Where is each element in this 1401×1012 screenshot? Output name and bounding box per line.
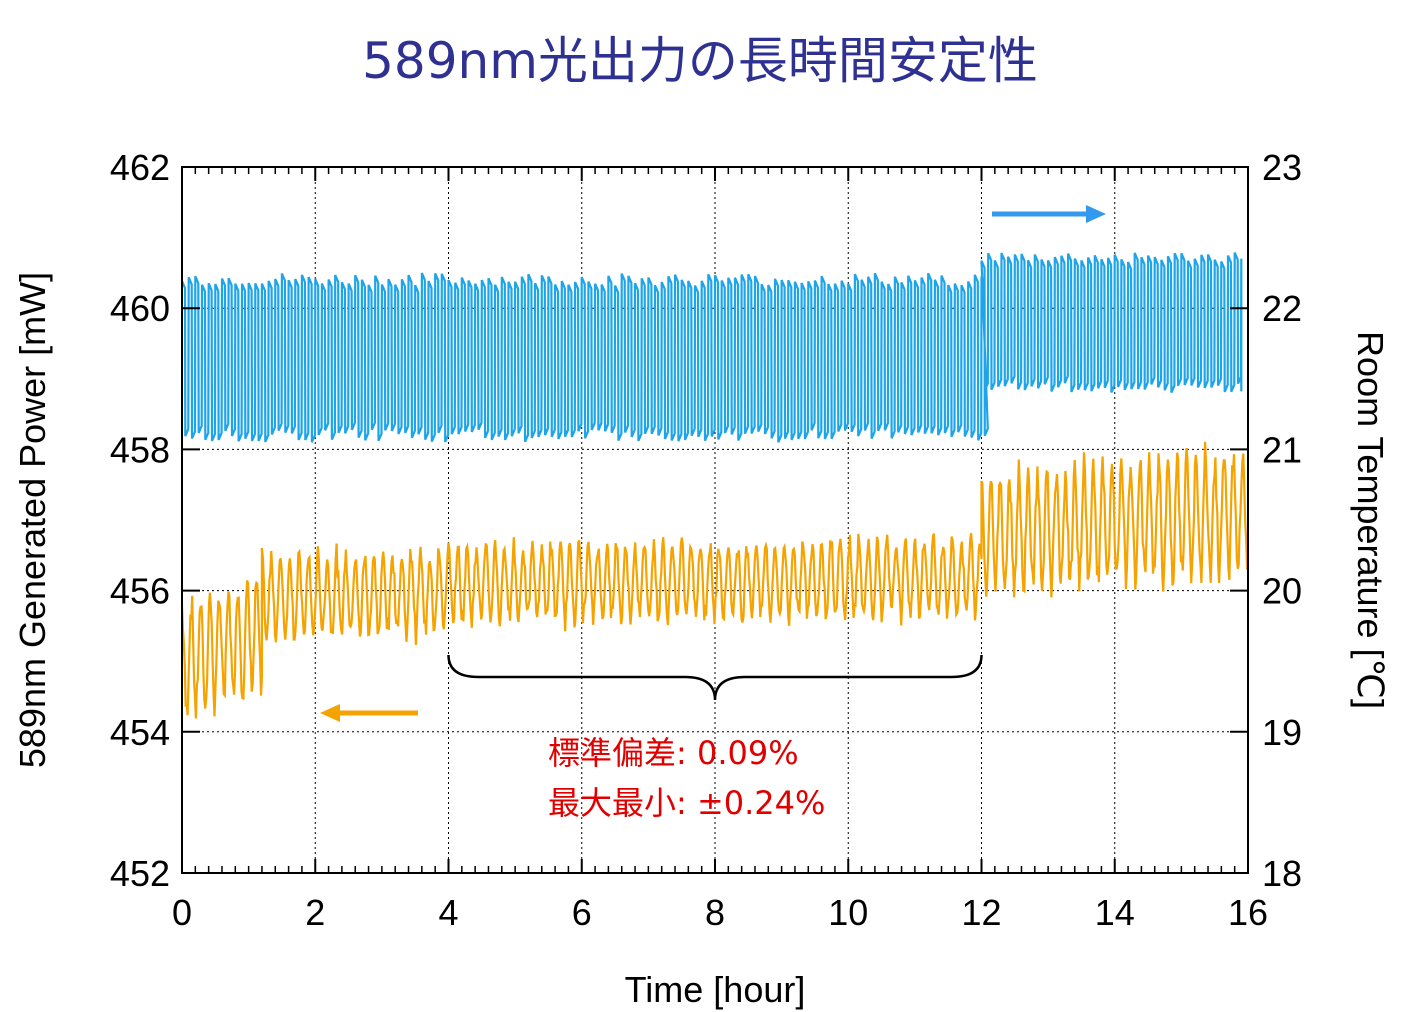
y-left-tick-label: 462 — [110, 147, 170, 188]
std-annotation: 標準偏差: 0.09% — [548, 734, 799, 772]
y-left-tick-label: 456 — [110, 571, 170, 612]
temperature-series — [180, 252, 1243, 443]
maxmin-annotation: 最大最小: ±0.24% — [548, 784, 825, 822]
y-right-tick-label: 22 — [1262, 288, 1302, 329]
y-right-tick-label: 19 — [1262, 712, 1302, 753]
temperature-line — [180, 252, 1243, 443]
power-series — [180, 441, 1250, 719]
x-axis-label: Time [hour] — [625, 969, 806, 1010]
axis-ticks — [181, 166, 1249, 874]
y-left-tick-label: 452 — [110, 853, 170, 894]
tick-labels: 0 2 4 6 8 10 12 14 16 452 454 456 458 460 462 18 19 20 21 2… — [110, 147, 1302, 933]
x-tick-label: 12 — [961, 892, 1001, 933]
x-tick-label: 14 — [1095, 892, 1135, 933]
y-left-tick-label: 460 — [110, 288, 170, 329]
chart-title: 589nm光出力の長時間安定性 — [362, 32, 1038, 90]
y-right-tick-label: 18 — [1262, 853, 1302, 894]
x-tick-label: 6 — [572, 892, 592, 933]
x-tick-label: 0 — [172, 892, 192, 933]
y-right-tick-label: 20 — [1262, 571, 1302, 612]
power-axis-arrow — [320, 704, 418, 722]
x-tick-label: 8 — [705, 892, 725, 933]
y-left-tick-label: 454 — [110, 712, 170, 753]
y-right-tick-label: 23 — [1262, 147, 1302, 188]
y-left-axis-label: 589nm Generated Power [mW] — [12, 272, 53, 768]
y-right-tick-label: 21 — [1262, 429, 1302, 470]
x-tick-label: 4 — [438, 892, 458, 933]
temperature-axis-arrow — [992, 205, 1106, 223]
y-right-axis-label: Room Temperature [℃] — [1350, 331, 1391, 709]
stats-range-bracket — [447, 654, 983, 701]
y-left-tick-label: 458 — [110, 429, 170, 470]
x-tick-label: 10 — [828, 892, 868, 933]
x-tick-label: 16 — [1228, 892, 1268, 933]
power-line — [180, 441, 1250, 719]
x-tick-label: 2 — [305, 892, 325, 933]
